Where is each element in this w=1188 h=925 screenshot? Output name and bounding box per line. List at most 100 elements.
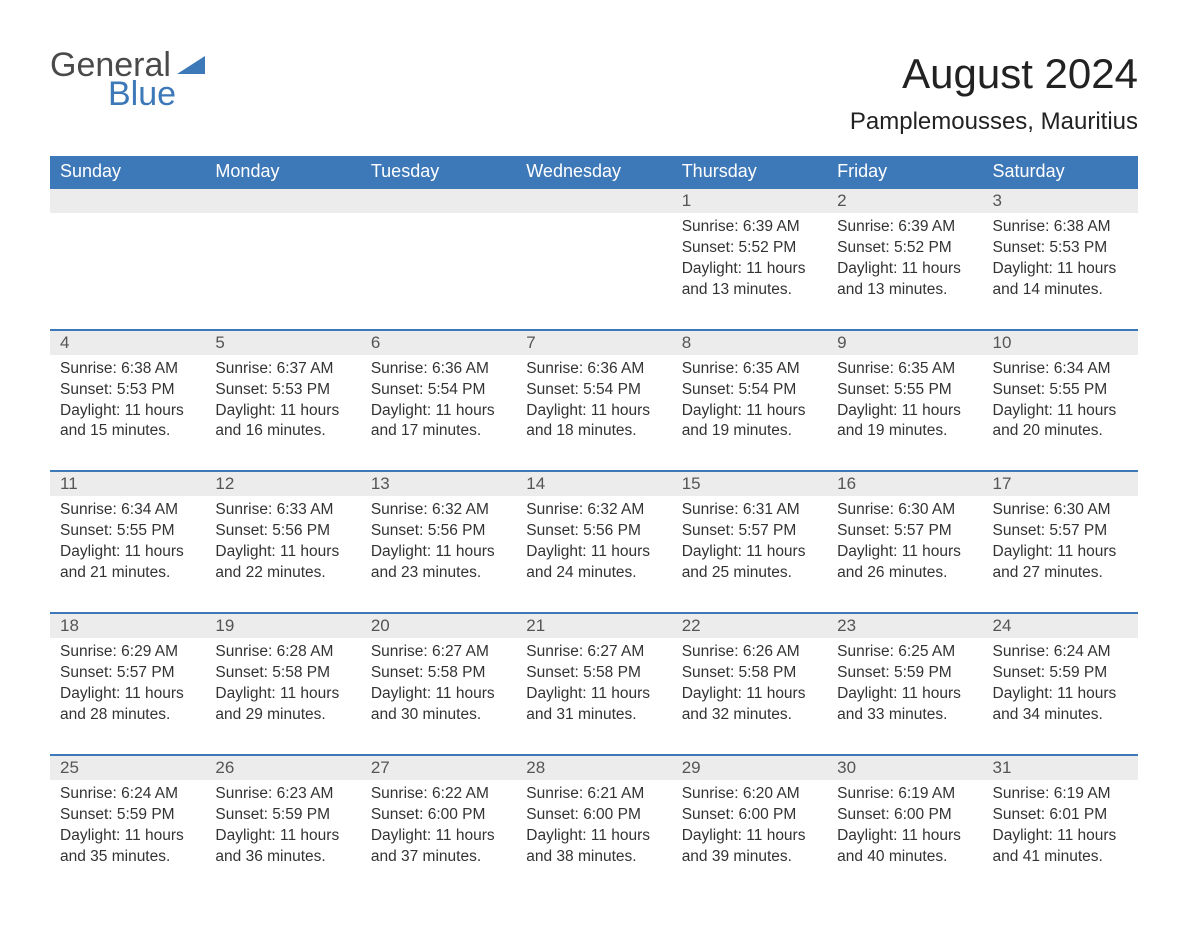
sunset-line: Sunset: 5:59 PM: [837, 663, 972, 684]
day-number: 5: [205, 329, 360, 355]
daylight-line: Daylight: 11 hours and 19 minutes.: [682, 401, 817, 443]
day-number: 15: [672, 470, 827, 496]
daylight-line: Daylight: 11 hours and 39 minutes.: [682, 826, 817, 868]
daylight-line: Daylight: 11 hours and 16 minutes.: [215, 401, 350, 443]
sunrise-line: Sunrise: 6:24 AM: [993, 642, 1128, 663]
day-content: Sunrise: 6:23 AMSunset: 5:59 PMDaylight:…: [205, 780, 360, 896]
sunset-line: Sunset: 6:00 PM: [371, 805, 506, 826]
daylight-line: Daylight: 11 hours and 24 minutes.: [526, 542, 661, 584]
daylight-line: Daylight: 11 hours and 28 minutes.: [60, 684, 195, 726]
day-number: 19: [205, 612, 360, 638]
sunrise-line: Sunrise: 6:35 AM: [837, 359, 972, 380]
sunset-line: Sunset: 5:55 PM: [837, 380, 972, 401]
day-content: Sunrise: 6:28 AMSunset: 5:58 PMDaylight:…: [205, 638, 360, 754]
day-header: Wednesday: [516, 156, 671, 187]
daylight-line: Daylight: 11 hours and 13 minutes.: [682, 259, 817, 301]
day-content: Sunrise: 6:25 AMSunset: 5:59 PMDaylight:…: [827, 638, 982, 754]
day-content: Sunrise: 6:36 AMSunset: 5:54 PMDaylight:…: [361, 355, 516, 471]
calendar-body: 1Sunrise: 6:39 AMSunset: 5:52 PMDaylight…: [50, 187, 1138, 895]
week-row: 11Sunrise: 6:34 AMSunset: 5:55 PMDayligh…: [50, 470, 1138, 612]
sunrise-line: Sunrise: 6:32 AM: [526, 500, 661, 521]
day-content: Sunrise: 6:35 AMSunset: 5:54 PMDaylight:…: [672, 355, 827, 471]
daylight-line: Daylight: 11 hours and 17 minutes.: [371, 401, 506, 443]
day-content: Sunrise: 6:37 AMSunset: 5:53 PMDaylight:…: [205, 355, 360, 471]
day-cell: 30Sunrise: 6:19 AMSunset: 6:00 PMDayligh…: [827, 754, 982, 896]
sunrise-line: Sunrise: 6:26 AM: [682, 642, 817, 663]
empty-day-bar: [361, 187, 516, 213]
sunrise-line: Sunrise: 6:29 AM: [60, 642, 195, 663]
sunset-line: Sunset: 5:53 PM: [60, 380, 195, 401]
day-number: 8: [672, 329, 827, 355]
day-cell: 28Sunrise: 6:21 AMSunset: 6:00 PMDayligh…: [516, 754, 671, 896]
sunset-line: Sunset: 5:54 PM: [371, 380, 506, 401]
day-number: 13: [361, 470, 516, 496]
daylight-line: Daylight: 11 hours and 32 minutes.: [682, 684, 817, 726]
day-content: Sunrise: 6:27 AMSunset: 5:58 PMDaylight:…: [516, 638, 671, 754]
day-number: 16: [827, 470, 982, 496]
day-content: Sunrise: 6:34 AMSunset: 5:55 PMDaylight:…: [50, 496, 205, 612]
day-cell: 16 Sunrise: 6:30 AMSunset: 5:57 PMDayligh…: [827, 470, 982, 612]
sunset-line: Sunset: 5:57 PM: [837, 521, 972, 542]
sunrise-line: Sunrise: 6:30 AM: [993, 500, 1128, 521]
sunset-line: Sunset: 6:00 PM: [526, 805, 661, 826]
daylight-line: Daylight: 11 hours and 21 minutes.: [60, 542, 195, 584]
sunset-line: Sunset: 5:57 PM: [682, 521, 817, 542]
daylight-line: Daylight: 11 hours and 34 minutes.: [993, 684, 1128, 726]
empty-day-bar: [516, 187, 671, 213]
daylight-line: Daylight: 11 hours and 30 minutes.: [371, 684, 506, 726]
day-cell: 22Sunrise: 6:26 AMSunset: 5:58 PMDayligh…: [672, 612, 827, 754]
daylight-line: Daylight: 11 hours and 15 minutes.: [60, 401, 195, 443]
day-number: 12: [205, 470, 360, 496]
sunrise-line: Sunrise: 6:34 AM: [993, 359, 1128, 380]
day-number: 31: [983, 754, 1138, 780]
sunrise-line: Sunrise: 6:34 AM: [60, 500, 195, 521]
day-content: Sunrise: 6:31 AMSunset: 5:57 PMDaylight:…: [672, 496, 827, 612]
day-header: Monday: [205, 156, 360, 187]
day-content: Sunrise: 6:39 AMSunset: 5:52 PMDaylight:…: [672, 213, 827, 329]
day-header: Sunday: [50, 156, 205, 187]
month-title: August 2024: [850, 50, 1138, 98]
sunset-line: Sunset: 5:53 PM: [993, 238, 1128, 259]
sunrise-line: Sunrise: 6:38 AM: [993, 217, 1128, 238]
daylight-line: Daylight: 11 hours and 26 minutes.: [837, 542, 972, 584]
sunset-line: Sunset: 5:58 PM: [371, 663, 506, 684]
day-number: 18: [50, 612, 205, 638]
daylight-line: Daylight: 11 hours and 40 minutes.: [837, 826, 972, 868]
daylight-line: Daylight: 11 hours and 19 minutes.: [837, 401, 972, 443]
day-content: Sunrise: 6:30 AMSunset: 5:57 PMDaylight:…: [983, 496, 1138, 612]
day-number: 14: [516, 470, 671, 496]
sunset-line: Sunset: 5:54 PM: [526, 380, 661, 401]
day-header: Thursday: [672, 156, 827, 187]
sunrise-line: Sunrise: 6:39 AM: [837, 217, 972, 238]
daylight-line: Daylight: 11 hours and 27 minutes.: [993, 542, 1128, 584]
day-content: Sunrise: 6:32 AMSunset: 5:56 PMDaylight:…: [516, 496, 671, 612]
day-cell: 10Sunrise: 6:34 AMSunset: 5:55 PMDayligh…: [983, 329, 1138, 471]
day-cell: 5Sunrise: 6:37 AMSunset: 5:53 PMDaylight…: [205, 329, 360, 471]
day-number: 6: [361, 329, 516, 355]
logo: General Blue: [50, 50, 205, 109]
sunset-line: Sunset: 6:01 PM: [993, 805, 1128, 826]
day-header: Tuesday: [361, 156, 516, 187]
daylight-line: Daylight: 11 hours and 31 minutes.: [526, 684, 661, 726]
sunrise-line: Sunrise: 6:37 AM: [215, 359, 350, 380]
day-cell: 9Sunrise: 6:35 AMSunset: 5:55 PMDaylight…: [827, 329, 982, 471]
sunrise-line: Sunrise: 6:23 AM: [215, 784, 350, 805]
day-content: Sunrise: 6:35 AMSunset: 5:55 PMDaylight:…: [827, 355, 982, 471]
empty-day-bar: [205, 187, 360, 213]
day-cell: [205, 187, 360, 329]
day-number: 27: [361, 754, 516, 780]
day-cell: 23Sunrise: 6:25 AMSunset: 5:59 PMDayligh…: [827, 612, 982, 754]
day-cell: 13Sunrise: 6:32 AMSunset: 5:56 PMDayligh…: [361, 470, 516, 612]
day-content: Sunrise: 6:39 AMSunset: 5:52 PMDaylight:…: [827, 213, 982, 329]
day-number: 11: [50, 470, 205, 496]
day-cell: 4Sunrise: 6:38 AMSunset: 5:53 PMDaylight…: [50, 329, 205, 471]
sunrise-line: Sunrise: 6:30 AM: [837, 500, 972, 521]
sunrise-line: Sunrise: 6:33 AM: [215, 500, 350, 521]
daylight-line: Daylight: 11 hours and 33 minutes.: [837, 684, 972, 726]
day-cell: 24Sunrise: 6:24 AMSunset: 5:59 PMDayligh…: [983, 612, 1138, 754]
day-number: 28: [516, 754, 671, 780]
day-content: Sunrise: 6:19 AMSunset: 6:01 PMDaylight:…: [983, 780, 1138, 896]
day-number: 17: [983, 470, 1138, 496]
day-content: Sunrise: 6:21 AMSunset: 6:00 PMDaylight:…: [516, 780, 671, 896]
sunrise-line: Sunrise: 6:31 AM: [682, 500, 817, 521]
